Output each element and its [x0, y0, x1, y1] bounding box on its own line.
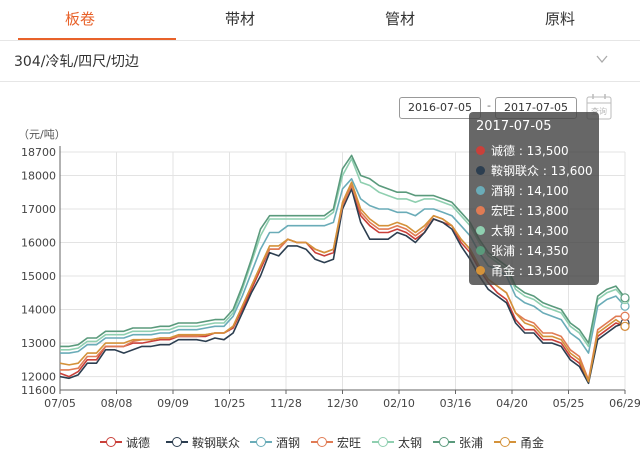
series-end-point	[620, 311, 630, 321]
tab-raw-material[interactable]: 原料	[544, 10, 575, 28]
series-line-5	[60, 157, 626, 351]
tooltip-series-dot	[476, 245, 485, 255]
calendar-icon: 查询	[586, 94, 612, 120]
tooltip-series-dot	[476, 225, 485, 235]
legend-label: 鞍钢联众	[192, 435, 241, 450]
category-tabs: 板卷 带材 管材 原料	[0, 0, 640, 41]
start-date-input[interactable]: 2016-07-05	[399, 97, 481, 119]
legend-marker	[494, 436, 516, 448]
legend-item[interactable]: 酒钢	[250, 432, 300, 452]
chart-legend: 诚德 鞍钢联众 酒钢 宏旺 太钢 张浦 甬金	[0, 432, 640, 452]
tooltip-row: 张浦 : 14,350	[476, 241, 569, 259]
legend-marker	[100, 436, 122, 448]
legend-marker	[433, 436, 455, 448]
x-tick-label: 09/09	[157, 397, 189, 410]
tooltip-row-text: 宏旺 : 13,800	[491, 203, 569, 218]
tooltip-row-text: 张浦 : 14,350	[491, 243, 569, 258]
tooltip-row: 太钢 : 14,300	[476, 221, 569, 239]
y-tick-label: 16000	[21, 237, 56, 250]
tooltip-row-text: 甬金 : 13,500	[491, 263, 569, 278]
series-line-7	[59, 181, 626, 383]
series-line-3	[60, 178, 626, 354]
tooltip-row: 酒钢 : 14,100	[476, 181, 569, 199]
product-selector[interactable]: 304/冷轧/四尺/切边	[0, 41, 640, 82]
product-selector-label: 304/冷轧/四尺/切边	[14, 54, 139, 70]
active-tab-indicator	[18, 38, 176, 40]
tab-pipe[interactable]: 管材	[384, 10, 415, 28]
legend-label: 太钢	[398, 435, 423, 450]
y-tick-label: 12000	[21, 371, 56, 384]
query-button[interactable]: 查询	[584, 92, 614, 122]
x-tick-label: 02/10	[383, 397, 415, 410]
tooltip-date: 2017-07-05	[476, 119, 552, 134]
legend-item[interactable]: 诚德	[100, 432, 150, 452]
x-tick-label: 12/30	[327, 397, 359, 410]
chevron-down-icon	[596, 55, 608, 64]
y-tick-label: 11600	[21, 384, 56, 397]
tooltip-series-dot	[476, 165, 485, 175]
y-axis-label: （元/吨）	[18, 128, 66, 141]
tooltip-row: 宏旺 : 13,800	[476, 201, 569, 219]
y-tick-label: 18000	[21, 169, 56, 182]
legend-marker	[311, 436, 333, 448]
legend-label: 宏旺	[337, 435, 362, 450]
legend-label: 甬金	[520, 435, 545, 450]
tooltip-row-text: 鞍钢联众 : 13,600	[491, 163, 593, 178]
tooltip-row-text: 酒钢 : 14,100	[491, 183, 569, 198]
legend-item[interactable]: 鞍钢联众	[166, 432, 240, 452]
x-tick-label: 04/20	[496, 397, 528, 410]
legend-marker	[372, 436, 394, 448]
x-tick-label: 03/16	[440, 397, 472, 410]
tooltip-row-text: 诚德 : 13,500	[491, 143, 569, 158]
x-tick-label: 05/25	[553, 397, 585, 410]
tooltip-series-dot	[476, 185, 485, 195]
legend-label: 酒钢	[276, 435, 301, 450]
y-tick-label: 18700	[21, 146, 56, 159]
legend-label: 张浦	[459, 435, 484, 450]
legend-item[interactable]: 太钢	[372, 432, 422, 452]
x-tick-label: 07/05	[44, 397, 76, 410]
series-end-point	[620, 293, 630, 303]
legend-marker	[166, 436, 188, 448]
query-button-label: 查询	[591, 106, 607, 116]
series-end-point	[620, 321, 630, 331]
legend-item[interactable]: 甬金	[494, 432, 544, 452]
x-tick-label: 06/29	[609, 397, 640, 410]
tooltip-series-dot	[476, 265, 485, 275]
y-tick-label: 14000	[21, 304, 56, 317]
tooltip-row: 诚德 : 13,500	[476, 141, 569, 159]
legend-item[interactable]: 张浦	[433, 432, 483, 452]
x-tick-label: 08/08	[101, 397, 133, 410]
y-tick-label: 13000	[21, 337, 56, 350]
x-tick-label: 11/28	[270, 397, 302, 410]
chart-tooltip: 2017-07-05 诚德 : 13,500 鞍钢联众 : 13,600 酒钢 : …	[469, 112, 599, 285]
tooltip-row: 甬金 : 13,500	[476, 261, 569, 279]
legend-item[interactable]: 宏旺	[311, 432, 361, 452]
legend-label: 诚德	[126, 435, 151, 450]
chart-markers	[620, 293, 630, 331]
tooltip-series-dot	[476, 145, 485, 155]
tab-sheet-coil[interactable]: 板卷	[64, 10, 95, 28]
chart-series	[59, 154, 626, 385]
y-tick-label: 17000	[21, 203, 56, 216]
y-tick-label: 15000	[21, 270, 56, 283]
tooltip-row-text: 太钢 : 14,300	[491, 223, 569, 238]
tooltip-series-dot	[476, 205, 485, 215]
tooltip-row: 鞍钢联众 : 13,600	[476, 161, 593, 179]
legend-marker	[250, 436, 272, 448]
series-line-6	[60, 154, 626, 348]
date-range-separator: -	[487, 99, 491, 112]
x-tick-label: 10/25	[214, 397, 246, 410]
tab-strip[interactable]: 带材	[224, 10, 255, 28]
